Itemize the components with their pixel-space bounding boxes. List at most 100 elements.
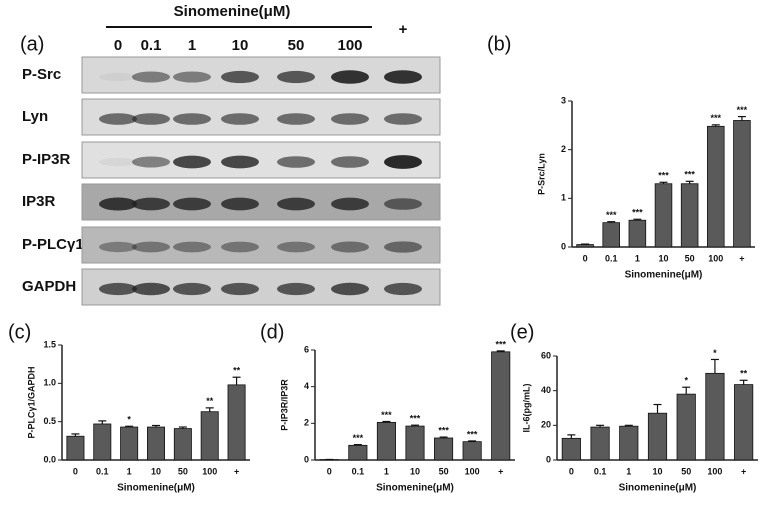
x-tick-label: 1	[127, 466, 132, 476]
significance: ***	[684, 170, 695, 180]
significance: ***	[658, 171, 669, 181]
y-axis-label: IL-6(pg/mL)	[521, 384, 531, 433]
x-tick-label: 0.1	[605, 253, 618, 263]
bar	[462, 441, 482, 461]
blot-band	[99, 197, 137, 211]
blot-strip	[81, 226, 441, 264]
row-label: GAPDH	[22, 278, 76, 295]
bar	[491, 351, 511, 461]
y-axis-label: P-PLCγ1/GAPDH	[26, 366, 36, 438]
blot-band	[331, 113, 369, 125]
blot-band	[132, 282, 170, 296]
bar	[590, 426, 610, 461]
row-label: P-PLCγ1	[22, 236, 84, 253]
blot-band	[277, 70, 315, 84]
bar	[619, 425, 639, 461]
bar	[734, 384, 754, 461]
lane-label: 10	[232, 37, 249, 54]
x-tick-label: 1	[626, 466, 631, 476]
significance: ***	[353, 433, 364, 443]
bar	[227, 384, 246, 461]
blot-band	[132, 197, 170, 211]
significance: ***	[410, 414, 421, 424]
significance: ***	[495, 339, 506, 349]
bar	[561, 437, 581, 461]
x-axis-label: Sinomenine(μM)	[117, 483, 195, 494]
y-tick-label: 60	[541, 350, 551, 360]
y-tick-label: 1.0	[43, 378, 56, 388]
y-tick-label: 1	[561, 193, 566, 203]
bar	[376, 422, 396, 461]
bar	[147, 426, 165, 461]
blot-band	[99, 157, 137, 167]
blot-band	[173, 241, 211, 253]
x-tick-label: 10	[151, 466, 161, 476]
significance: *	[684, 376, 688, 386]
x-tick-label: 100	[465, 466, 480, 476]
blot-band	[221, 70, 259, 84]
row-label: P-IP3R	[22, 151, 71, 168]
row-label: Lyn	[22, 108, 48, 125]
blot-band	[331, 156, 369, 168]
x-tick-label: 10	[658, 253, 668, 263]
blot-band	[384, 70, 422, 84]
x-axis-label: Sinomenine(μM)	[619, 483, 697, 494]
y-tick-label: 20	[541, 420, 551, 430]
significance: ***	[606, 210, 617, 220]
blot-band	[99, 282, 137, 296]
x-tick-label: +	[234, 466, 239, 476]
bar	[200, 411, 219, 461]
significance: *	[713, 348, 717, 358]
blot-band	[277, 113, 315, 125]
panel-label: (b)	[487, 33, 511, 55]
blot-band	[221, 113, 259, 125]
x-tick-label: +	[739, 253, 744, 263]
y-tick-label: 4	[304, 381, 309, 391]
bar	[628, 219, 647, 248]
y-axis-label: P-Src/Lyn	[536, 153, 546, 195]
lane-label: +	[399, 21, 408, 38]
lane-label: 0.1	[141, 37, 162, 54]
blot-band	[173, 113, 211, 125]
significance: ***	[438, 425, 449, 435]
significance: **	[740, 369, 748, 379]
treatment-label: Sinomenine(μM)	[174, 3, 291, 20]
y-tick-label: 0	[546, 454, 551, 464]
x-tick-label: 1	[635, 253, 640, 263]
row-label: P-Src	[22, 66, 61, 83]
y-tick-label: 3	[561, 95, 566, 105]
row-label: IP3R	[22, 193, 56, 210]
blot-band	[277, 156, 315, 168]
bar	[120, 426, 139, 461]
panel-label: (e)	[510, 321, 534, 343]
y-axis-label: P-IP3R/IP3R	[279, 379, 289, 431]
x-tick-label: 0	[583, 253, 588, 263]
blot-band	[99, 113, 137, 125]
x-tick-label: 50	[439, 466, 449, 476]
panel-label: (a)	[20, 33, 44, 55]
significance: **	[233, 366, 241, 376]
blot-band	[173, 282, 211, 296]
x-tick-label: 10	[652, 466, 662, 476]
blot-band	[221, 197, 259, 211]
y-tick-label: 1.5	[43, 339, 56, 349]
y-tick-label: 2	[561, 144, 566, 154]
x-tick-label: 0	[569, 466, 574, 476]
blot-band	[331, 241, 369, 253]
significance: **	[206, 396, 214, 406]
blot-band	[221, 241, 259, 253]
significance: ***	[632, 208, 643, 218]
blot-band	[331, 70, 369, 84]
significance: *	[127, 415, 131, 425]
lane-label: 1	[188, 37, 196, 54]
blot-band	[132, 71, 170, 83]
lane-label: 100	[337, 37, 362, 54]
bar	[707, 125, 725, 248]
x-tick-label: 50	[685, 253, 695, 263]
blot-band	[132, 156, 170, 168]
x-tick-label: +	[498, 466, 503, 476]
blot-band	[221, 282, 259, 296]
x-tick-label: 100	[708, 253, 723, 263]
x-tick-label: 0.1	[96, 466, 109, 476]
